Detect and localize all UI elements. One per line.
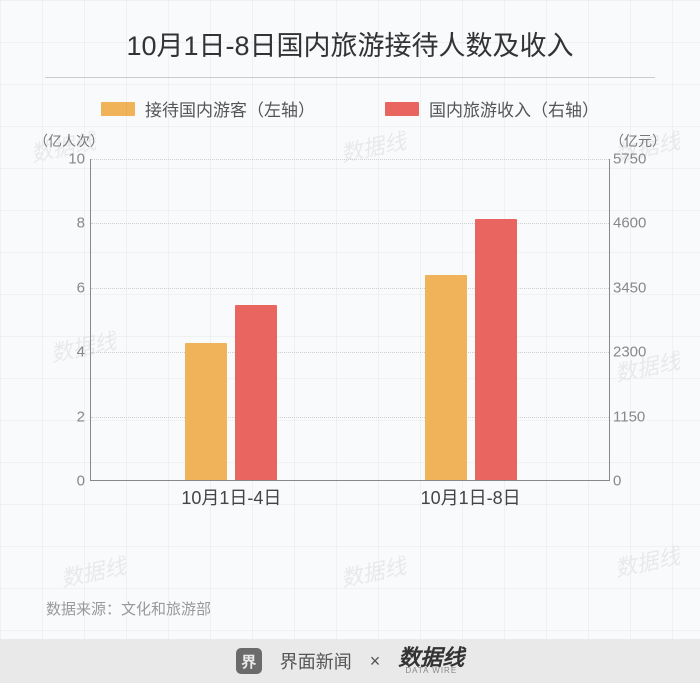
watermark: 数据线 [611,538,682,583]
footer: 界 界面新闻 × 数据线 DATA WIRE [0,639,700,683]
watermark: 数据线 [337,548,408,593]
chart-title: 10月1日-8日国内旅游接待人数及收入 [0,0,700,77]
x-category-label: 10月1日-8日 [421,484,521,510]
ytick-right: 3450 [613,279,661,296]
legend: 接待国内游客（左轴） 国内旅游收入（右轴） [0,96,700,121]
bar-series1 [425,275,467,480]
ytick-right: 0 [613,473,661,490]
legend-item-series1: 接待国内游客（左轴） [101,96,315,121]
title-rule [45,77,655,78]
ytick-left: 4 [45,344,85,361]
footer-sep: × [370,651,381,672]
legend-swatch-series1 [101,102,135,116]
legend-item-series2: 国内旅游收入（右轴） [385,96,599,121]
bar-series2 [235,305,277,480]
legend-label-series2: 国内旅游收入（右轴） [429,96,599,121]
grid-line [91,223,609,224]
grid-line [91,159,609,160]
grid-line [91,352,609,353]
grid-line [91,288,609,289]
ytick-right: 4600 [613,215,661,232]
ytick-left: 0 [45,473,85,490]
plot-area: 002115042300634508460010575010月1日-4日10月1… [90,159,610,481]
bar-series1 [185,343,227,480]
ytick-left: 6 [45,279,85,296]
brand1-icon: 界 [236,648,262,674]
ytick-right: 5750 [613,151,661,168]
ytick-right: 2300 [613,344,661,361]
watermark: 数据线 [57,548,128,593]
chart: （亿人次） （亿元） 00211504230063450846001057501… [30,135,670,515]
y-left-title: （亿人次） [34,131,104,151]
bar-series2 [475,219,517,480]
legend-swatch-series2 [385,102,419,116]
legend-label-series1: 接待国内游客（左轴） [145,96,315,121]
y-right-title: （亿元） [610,131,666,151]
grid-line [91,417,609,418]
x-category-label: 10月1日-4日 [181,484,281,510]
data-source: 数据来源：文化和旅游部 [46,598,211,619]
ytick-left: 2 [45,408,85,425]
ytick-left: 8 [45,215,85,232]
ytick-right: 1150 [613,408,661,425]
brand1-label: 界面新闻 [280,648,352,674]
brand2-sub: DATA WIRE [405,667,457,675]
ytick-left: 10 [45,151,85,168]
